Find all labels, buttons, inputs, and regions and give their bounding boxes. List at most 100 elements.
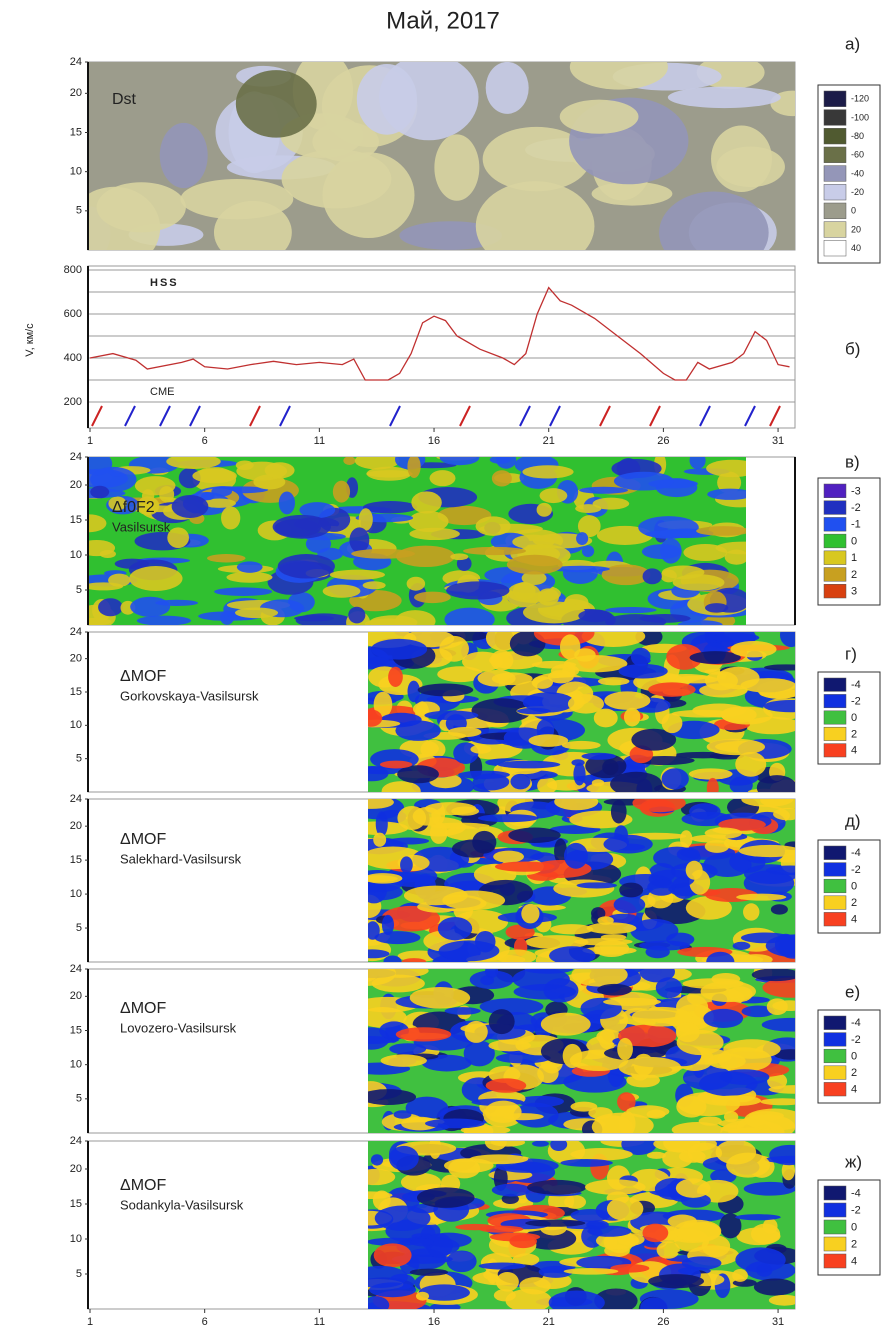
heatmap-cell [373,832,387,847]
legend-label: 2 [851,728,857,740]
y-tick-label: 15 [70,1198,82,1210]
legend-label: 4 [851,745,857,757]
heatmap-cell [720,706,757,723]
heatmap-cell [277,554,335,579]
y-tick-label: 5 [76,922,82,934]
x-tick-label: 11 [314,1316,325,1326]
heatmap-cell [497,760,561,769]
heatmap-cell [732,941,751,950]
y-tick-label: 15 [70,126,82,138]
heatmap-cell [592,497,630,510]
heatmap-cell [463,1040,495,1067]
heatmap-cell [400,1172,442,1192]
heatmap-cell [397,765,439,784]
heatmap-cell [264,462,295,479]
heatmap-cell [564,842,588,869]
panel-id: е) [845,982,860,1001]
heatmap-cell [343,457,356,465]
legend-swatch [823,533,847,549]
legend-swatch [823,1065,847,1080]
annotation: HSS [150,277,179,289]
heatmap-cell [698,1116,722,1126]
legend-label: -2 [851,1034,861,1046]
heatmap-cell [472,830,497,854]
heatmap-cell [368,1265,408,1288]
x-tick-label: 16 [428,435,440,447]
heatmap-cell [368,1296,390,1309]
panel-label: ΔMOF [120,831,166,848]
heatmap-cell [415,1291,430,1301]
heatmap-cell [706,738,766,756]
heatmap-cell [491,470,512,487]
heatmap-cell [130,596,171,617]
heatmap-cell [373,691,393,718]
heatmap-cell [564,1195,587,1209]
heatmap-cell [393,1110,412,1119]
heatmap-cell [736,893,787,901]
legend-label: -2 [851,864,861,876]
heatmap-cell [348,606,366,624]
y-tick-label: 24 [70,1135,82,1147]
legend-label: 4 [851,1084,857,1096]
heatmap-cell [370,638,428,660]
heatmap-cell [554,838,568,864]
heatmap-cell [444,1007,481,1015]
y-tick-label: 15 [70,1024,82,1036]
legend-swatch [823,694,847,709]
heatmap-cell [136,496,160,516]
legend-label: 2 [851,569,857,581]
heatmap-cell [581,632,646,647]
cme-marker [189,405,201,427]
heatmap-cell [405,1096,449,1120]
heatmap-cell [363,501,418,514]
heatmap-cell [366,470,413,478]
heatmap-cell [485,62,529,114]
legend-label: 4 [851,1255,857,1267]
x-tick-label: 21 [543,435,555,447]
heatmap-cell [538,1265,573,1278]
legend-label: -20 [851,187,864,197]
heatmap-cell [704,839,730,853]
heatmap-cell [570,1148,633,1161]
heatmap-cell [688,768,733,780]
heatmap-cell [586,1220,609,1230]
heatmap-cell [732,1268,748,1282]
heatmap-cell [421,1054,472,1072]
y-tick-label: 5 [76,1268,82,1280]
heatmap-cell [379,760,413,769]
heatmap-cell [464,1020,488,1043]
heatmap-cell [281,149,392,209]
cme-marker [389,405,401,427]
heatmap-cell [407,680,420,703]
heatmap-cell [409,527,460,541]
heatmap-cell [213,200,292,250]
y-tick-label: 10 [70,719,82,731]
x-tick-label: 21 [543,1316,555,1326]
heatmap-cell [525,1219,586,1227]
heatmap-cell [389,1043,427,1055]
heatmap-cell [597,983,632,996]
heatmap-cell [166,457,221,469]
heatmap-cell [381,914,394,936]
heatmap-cell [601,564,651,586]
annotation: CME [150,386,174,398]
heatmap-cell [505,1288,552,1309]
heatmap-cell [294,615,334,622]
heatmap-cell [621,1141,657,1156]
legend-swatch [823,550,847,565]
heatmap-cell [676,1095,707,1118]
heatmap-cell [532,1141,549,1147]
heatmap-cell [703,1008,744,1029]
heatmap-cell [768,1294,795,1306]
legend-swatch [823,912,847,927]
legend-label: -100 [851,112,869,122]
heatmap-cell [368,1089,417,1105]
heatmap-cell [387,837,430,845]
heatmap-cell [383,955,402,962]
heatmap-cell [591,779,605,787]
heatmap-cell [509,1234,537,1249]
legend-label: 40 [851,243,861,253]
legend-swatch [823,1015,847,1030]
heatmap-cell [236,561,263,573]
